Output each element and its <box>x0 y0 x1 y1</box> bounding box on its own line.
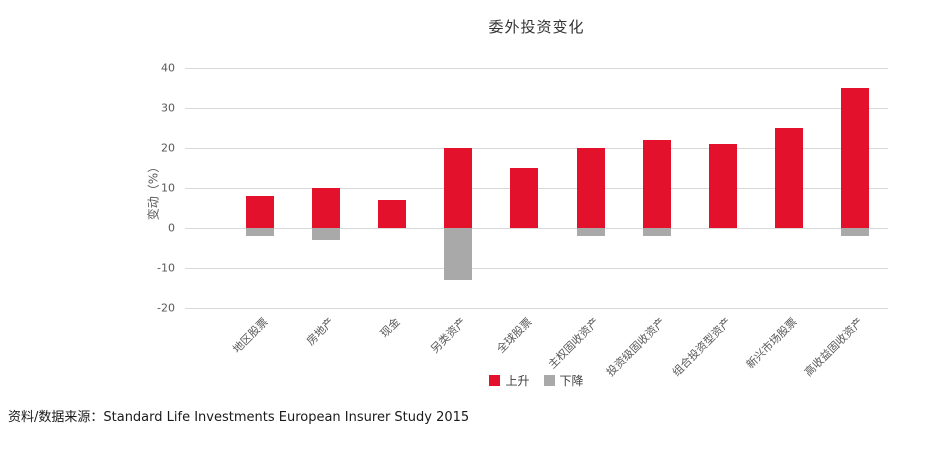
bars-layer: 地区股票 房地产 现金 另类资产 全球股票 主权固收资产 投资级固收资产 组合投资型资产 新兴市… <box>227 68 888 379</box>
x-category-label: 现金 <box>378 315 403 341</box>
x-category-label: 另类资产 <box>428 315 469 356</box>
y-tick-label: 20 <box>161 141 175 155</box>
x-category-label: 投资级固收资产 <box>603 315 668 380</box>
y-tick-label: -10 <box>157 261 175 275</box>
bar-slot: 地区股票 <box>227 68 293 356</box>
gridline <box>185 268 888 269</box>
bar-up-segment <box>576 148 605 228</box>
legend-label: 上升 <box>505 374 530 388</box>
gridline <box>185 108 888 109</box>
bar-up-segment <box>510 168 539 228</box>
gridline <box>185 68 888 69</box>
legend-item: 下降 <box>543 372 584 389</box>
bar-slot: 现金 <box>359 68 425 340</box>
bar-up-segment <box>312 188 341 228</box>
bar-down-segment <box>246 228 275 236</box>
legend-swatch-icon <box>489 375 501 386</box>
x-category-label: 高收益固收资产 <box>801 315 866 380</box>
x-category-label: 组合投资型资产 <box>669 315 734 380</box>
bar-down-segment <box>642 228 671 236</box>
x-category-label: 全球股票 <box>494 315 536 356</box>
y-tick-label: 30 <box>161 101 175 115</box>
bar-slot: 组合投资型资产 <box>670 68 756 379</box>
bar-up-segment <box>708 144 737 228</box>
source-note: 资料/数据来源：Standard Life Investments Europe… <box>8 410 470 425</box>
bar-slot: 高收益固收资产 <box>802 68 888 379</box>
bar-slot: 另类资产 <box>425 68 491 356</box>
y-tick-label: -20 <box>157 301 175 315</box>
plot-area: 40 30 20 10 0 -10 -20 地区股票 房地产 现金 另类资产 全球股票 主权固收资产投… <box>157 62 888 379</box>
bar-up-segment <box>378 200 407 228</box>
y-tick-label: 10 <box>161 181 175 195</box>
gridline <box>185 308 888 309</box>
legend-item: 上升 <box>489 372 530 389</box>
bar-slot: 投资级固收资产 <box>604 68 690 379</box>
y-tick-label: 0 <box>168 221 175 235</box>
bar-slot: 主权固收资产 <box>545 68 623 371</box>
x-category-label: 房地产 <box>304 315 337 348</box>
gridline <box>185 148 888 149</box>
x-category-label: 地区股票 <box>230 315 271 356</box>
bar-up-segment <box>840 88 869 228</box>
gridline <box>185 228 888 229</box>
legend-swatch-icon <box>543 375 555 386</box>
bar-up-segment <box>444 148 473 228</box>
bar-down-segment <box>840 228 869 236</box>
bar-up-segment <box>246 196 275 228</box>
x-category-label: 新兴市场股票 <box>743 315 800 372</box>
bar-slot: 全球股票 <box>491 68 557 356</box>
y-tick-label: 40 <box>161 61 175 75</box>
bar-up-segment <box>774 128 803 228</box>
bar-slot: 房地产 <box>293 68 359 348</box>
bar-down-segment <box>444 228 473 280</box>
legend: 上升 下降 <box>185 372 888 389</box>
bar-up-segment <box>642 140 671 228</box>
x-category-label: 主权固收资产 <box>545 315 602 372</box>
legend-label: 下降 <box>559 374 584 388</box>
chart-title: 委外投资变化 <box>488 18 585 36</box>
bar-slot: 新兴市场股票 <box>744 68 822 371</box>
bar-down-segment <box>576 228 605 236</box>
bar-down-segment <box>312 228 341 240</box>
